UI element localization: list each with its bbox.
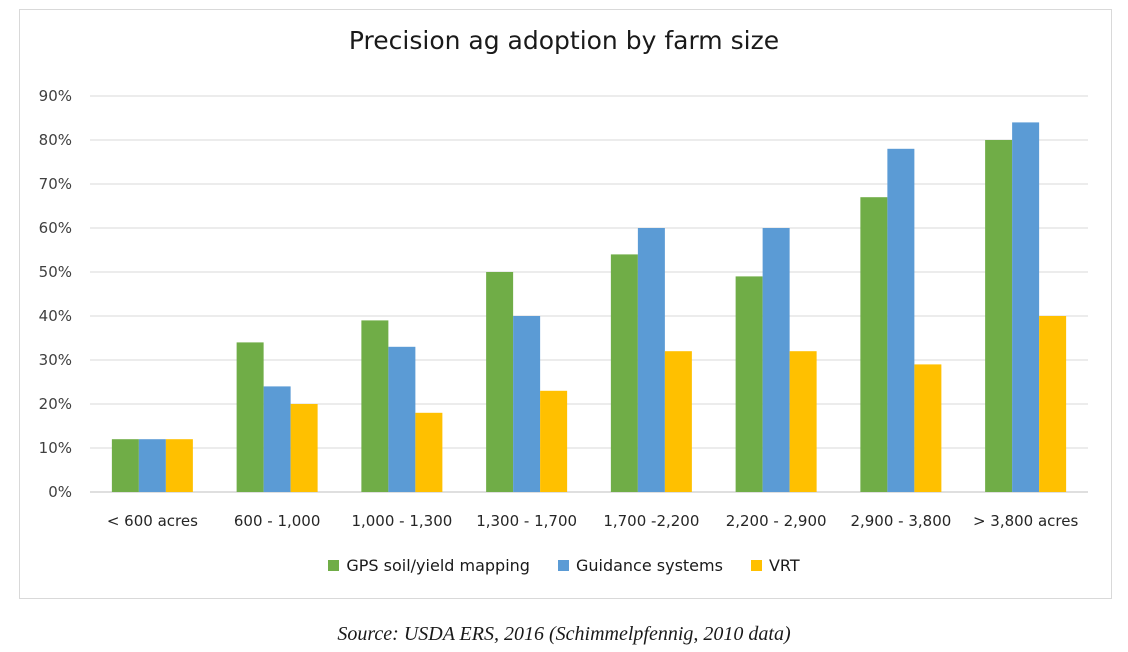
bar-vrt (415, 412, 443, 492)
legend-item: VRT (750, 556, 800, 575)
y-tick-label: 20% (39, 395, 72, 413)
bar-chart-plot: 0% 10% 20% 30% 40% 50% 60% 70% 80% 90% < 600 acres… (39, 87, 1088, 530)
x-tick-label: 600 - 1,000 (234, 512, 321, 530)
bar-vrt (914, 364, 942, 492)
bar-gps (361, 320, 389, 492)
x-tick-label: 1,700 -2,200 (603, 512, 699, 530)
bar-vrt (290, 404, 318, 492)
bar-guidance (138, 439, 166, 492)
bar-guidance (263, 386, 291, 492)
bar-guidance (762, 228, 790, 492)
bar-gps (610, 254, 638, 492)
x-tick-label: 1,300 - 1,700 (476, 512, 577, 530)
y-tick-label: 10% (39, 439, 72, 457)
bar-gps (236, 342, 264, 492)
chart-title: Precision ag adoption by farm size (348, 26, 780, 55)
y-tick-label: 40% (39, 307, 72, 325)
y-tick-label: 80% (39, 131, 72, 149)
bar-vrt (165, 439, 193, 492)
bar-gps (860, 197, 888, 492)
bar-guidance (388, 346, 416, 492)
bar-guidance (887, 148, 915, 493)
y-tick-label: 90% (39, 87, 72, 105)
y-tick-label: 70% (39, 175, 72, 193)
bar-vrt (664, 351, 692, 492)
chart-legend: GPS soil/yield mapping Guidance systems VR… (0, 556, 1128, 575)
legend-label: Guidance systems (575, 556, 723, 575)
legend-item: GPS soil/yield mapping (328, 556, 530, 575)
x-tick-label: 1,000 - 1,300 (351, 512, 452, 530)
bar-gps (735, 276, 763, 492)
legend-swatch (750, 560, 762, 571)
x-tick-label: > 3,800 acres (973, 512, 1079, 530)
y-tick-label: 0% (48, 483, 72, 501)
y-tick-label: 60% (39, 219, 72, 237)
bar-guidance (637, 228, 665, 492)
bar-vrt (1039, 316, 1067, 492)
bar-vrt (540, 390, 568, 492)
y-tick-label: 50% (39, 263, 72, 281)
x-tick-label: 2,900 - 3,800 (850, 512, 951, 530)
chart-frame (19, 9, 1112, 599)
bar-vrt (789, 351, 817, 492)
legend-item: Guidance systems (557, 556, 723, 575)
bar-gps (486, 272, 514, 492)
bar-gps (985, 140, 1013, 492)
x-tick-label: < 600 acres (107, 512, 198, 530)
legend-swatch (557, 560, 569, 571)
legend-swatch (328, 560, 340, 571)
source-caption: Source: USDA ERS, 2016 (Schimmelpfennig,… (337, 623, 791, 645)
bar-guidance (1012, 122, 1040, 493)
legend-label: VRT (768, 556, 800, 575)
bar-guidance (513, 316, 541, 492)
bar-gps (111, 439, 139, 492)
x-tick-label: 2,200 - 2,900 (726, 512, 827, 530)
legend-label: GPS soil/yield mapping (346, 556, 530, 575)
y-tick-label: 30% (39, 351, 72, 369)
